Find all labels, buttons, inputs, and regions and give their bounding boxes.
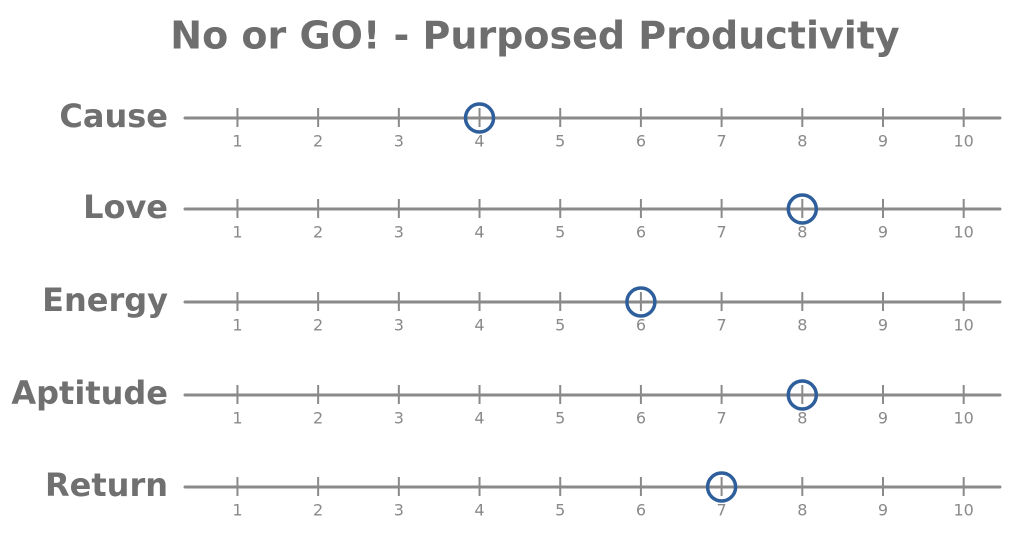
tick-label: 9: [878, 316, 888, 335]
row-label: Love: [83, 188, 168, 226]
tick-label: 10: [954, 316, 974, 335]
rating-marker: [786, 193, 819, 225]
tick-label: 10: [954, 223, 974, 242]
tick-label: 9: [878, 132, 888, 151]
tick-label: 7: [717, 409, 727, 428]
tick-label: 8: [797, 132, 807, 151]
rating-marker: [463, 102, 496, 134]
tick-label: 5: [555, 132, 565, 151]
row-label: Cause: [59, 97, 168, 135]
tick-label: 5: [555, 501, 565, 520]
tick-label: 5: [555, 223, 565, 242]
tick-label: 4: [474, 501, 484, 520]
tick-label: 10: [954, 409, 974, 428]
tick-label: 4: [474, 223, 484, 242]
tick-label: 3: [394, 316, 404, 335]
tick-label: 8: [797, 316, 807, 335]
tick-label: 7: [717, 132, 727, 151]
tick-label: 6: [636, 501, 646, 520]
tick-label: 2: [313, 409, 323, 428]
tick-label: 1: [232, 501, 242, 520]
tick-label: 9: [878, 501, 888, 520]
tick-label: 3: [394, 132, 404, 151]
tick-label: 5: [555, 316, 565, 335]
tick-label: 10: [954, 501, 974, 520]
tick-label: 6: [636, 409, 646, 428]
row-label: Aptitude: [11, 374, 168, 412]
tick-label: 7: [717, 316, 727, 335]
tick-label: 9: [878, 223, 888, 242]
row-label: Return: [45, 466, 168, 504]
tick-label: 1: [232, 316, 242, 335]
tick-label: 7: [717, 223, 727, 242]
tick-label: 3: [394, 501, 404, 520]
tick-label: 3: [394, 409, 404, 428]
tick-label: 6: [636, 223, 646, 242]
tick-label: 3: [394, 223, 404, 242]
tick-label: 4: [474, 409, 484, 428]
row-label: Energy: [42, 281, 168, 319]
tick-label: 1: [232, 223, 242, 242]
tick-label: 6: [636, 316, 646, 335]
tick-label: 1: [232, 409, 242, 428]
tick-label: 1: [232, 132, 242, 151]
tick-label: 4: [474, 132, 484, 151]
tick-label: 8: [797, 501, 807, 520]
tick-label: 8: [797, 223, 807, 242]
tick-label: 10: [954, 132, 974, 151]
chart-title: No or GO! - Purposed Productivity: [170, 14, 900, 58]
rating-marker: [625, 286, 657, 318]
tick-label: 9: [878, 409, 888, 428]
tick-label: 2: [313, 132, 323, 151]
rating-marker: [705, 471, 738, 503]
tick-label: 7: [717, 501, 727, 520]
tick-label: 2: [313, 223, 323, 242]
rating-marker: [786, 379, 819, 411]
tick-label: 2: [313, 501, 323, 520]
tick-label: 4: [474, 316, 484, 335]
tick-label: 5: [555, 409, 565, 428]
tick-label: 2: [313, 316, 323, 335]
tick-label: 6: [636, 132, 646, 151]
tick-label: 8: [797, 409, 807, 428]
